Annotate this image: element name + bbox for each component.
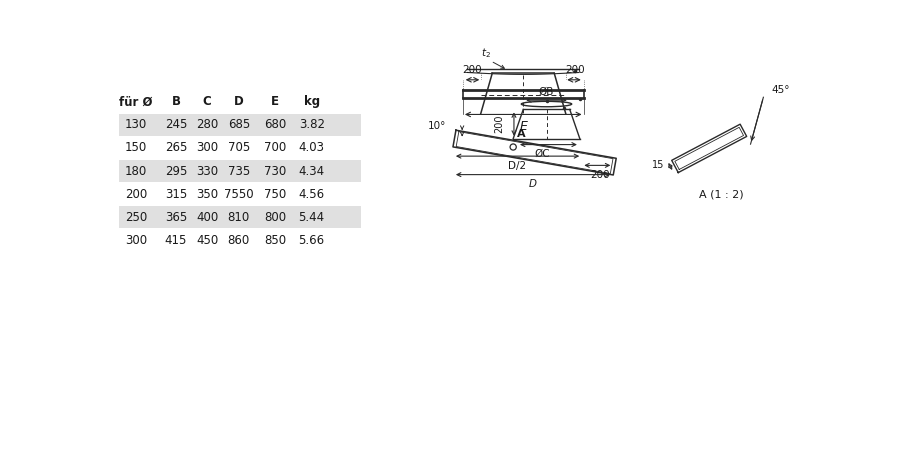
Text: 250: 250 [124,211,147,224]
Text: 4.56: 4.56 [299,188,325,201]
Text: ØC: ØC [535,149,551,159]
Text: 800: 800 [265,211,286,224]
Text: 200: 200 [494,115,504,133]
Text: 700: 700 [264,141,286,154]
Text: 200: 200 [590,170,610,180]
Text: 860: 860 [228,234,250,247]
Text: 365: 365 [165,211,187,224]
Text: 180: 180 [124,165,147,178]
Text: 15: 15 [652,160,665,170]
Text: 850: 850 [265,234,286,247]
Text: kg: kg [303,95,320,108]
Text: 10°: 10° [428,122,446,131]
Bar [119,114,361,136]
Text: 7550: 7550 [224,188,254,201]
Text: 4.34: 4.34 [299,165,325,178]
Text: 5.44: 5.44 [299,211,325,224]
Text: für Ø: für Ø [119,95,152,108]
Text: 200: 200 [565,65,585,75]
Text: 280: 280 [196,118,218,131]
Text: ØB: ØB [539,87,554,97]
Text: A (1 : 2): A (1 : 2) [698,189,743,199]
Text: E: E [271,95,279,108]
Text: 295: 295 [165,165,187,178]
Text: 315: 315 [165,188,187,201]
Text: 4.03: 4.03 [299,141,325,154]
Text: D: D [234,95,244,108]
Text: 130: 130 [124,118,147,131]
Text: A: A [517,129,526,139]
Text: E: E [519,120,527,133]
Text: 705: 705 [228,141,250,154]
Text: 735: 735 [228,165,250,178]
Text: 5.66: 5.66 [299,234,325,247]
Text: D/2: D/2 [508,161,526,171]
Text: 750: 750 [264,188,286,201]
Text: 400: 400 [196,211,218,224]
Text: 200: 200 [124,188,147,201]
Text: 810: 810 [228,211,250,224]
Text: 300: 300 [125,234,147,247]
Text: 245: 245 [165,118,187,131]
Text: 415: 415 [165,234,187,247]
Text: 330: 330 [196,165,218,178]
Bar [119,160,361,182]
Text: 730: 730 [264,165,286,178]
Text: 265: 265 [165,141,187,154]
Text: 685: 685 [228,118,250,131]
Text: 350: 350 [196,188,218,201]
Text: B: B [172,95,181,108]
Text: 450: 450 [196,234,218,247]
Text: 680: 680 [264,118,286,131]
Bar [119,207,361,228]
Text: 300: 300 [196,141,218,154]
Text: 3.82: 3.82 [299,118,325,131]
Text: 45°: 45° [771,85,789,95]
Text: C: C [202,95,211,108]
Text: $t_2$: $t_2$ [481,46,491,60]
Text: D: D [529,179,537,189]
Text: 200: 200 [462,65,482,75]
Text: 150: 150 [124,141,147,154]
